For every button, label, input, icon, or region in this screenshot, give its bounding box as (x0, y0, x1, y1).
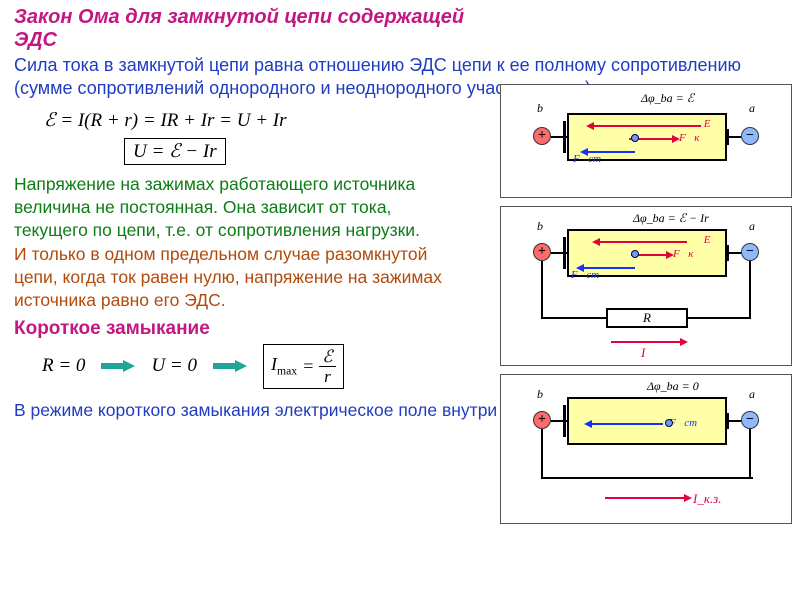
terminal-minus-icon: − (741, 411, 759, 429)
delta-phi-label: Δφ_ba = ℰ − Ir (633, 211, 709, 226)
terminal-plus-icon: + (533, 127, 551, 145)
wire (541, 261, 543, 319)
resistor-label: R (643, 310, 651, 326)
vec-e-label: E⃗ (704, 234, 719, 246)
terminal-b-label: b (537, 101, 543, 116)
arrow-teal-icon (101, 360, 135, 372)
imax-eq: = (302, 356, 314, 377)
arrow-current-icon (611, 341, 681, 343)
formula-u-wrap: U = ℰ − Ir (124, 140, 480, 163)
formula-row: ℰ = I(R + r) = IR + Ir = U + Ir (44, 109, 480, 132)
body-paragraph-1: Напряжение на зажимах работающего источн… (14, 173, 464, 241)
vec-fk-label: F⃗к (679, 132, 699, 144)
battery-plate-icon (563, 121, 566, 153)
emf-source-box: E⃗ F⃗к F⃗ст (567, 229, 727, 277)
current-label: I_к.з. (693, 491, 721, 507)
arrow-fct-icon (591, 423, 663, 425)
wire (541, 429, 543, 479)
short-circuit-heading: Короткое замыкание (14, 318, 480, 340)
vec-e-label: E⃗ (704, 118, 719, 130)
resistor-icon: R (606, 308, 688, 328)
battery-plate-icon (563, 237, 566, 269)
emf-source-box: F⃗ст (567, 397, 727, 445)
terminal-a-label: a (749, 219, 755, 234)
diagram-column: Δφ_ba = ℰ b a + − E⃗ F⃗к F⃗ст Δφ_ba = ℰ … (500, 84, 792, 524)
diagram-closed-circuit: Δφ_ba = ℰ − Ir b a + − E⃗ F⃗к F⃗ст R I (500, 206, 792, 366)
terminal-a-label: a (749, 101, 755, 116)
arrow-e-field-icon (593, 125, 701, 127)
kz-formula-imax: Imax = ℰ r (263, 344, 344, 389)
arrow-e-field-icon (599, 241, 687, 243)
page-title: Закон Ома для замкнутой цепи содержащей … (14, 6, 480, 52)
wire (541, 477, 753, 479)
delta-phi-label: Δφ_ba = ℰ (641, 91, 694, 106)
current-label: I (641, 345, 645, 361)
terminal-b-label: b (537, 219, 543, 234)
charge-dot-icon (631, 250, 639, 258)
kz-formula-r: R = 0 (42, 355, 85, 377)
formula-u: U = ℰ − Ir (124, 138, 226, 165)
terminal-a-label: a (749, 387, 755, 402)
arrow-current-icon (605, 497, 685, 499)
delta-phi-label: Δφ_ba = 0 (647, 379, 699, 394)
vec-fct-label: F⃗ст (573, 153, 601, 165)
charge-dot-icon (665, 419, 673, 427)
terminal-minus-icon: − (741, 243, 759, 261)
imax-fraction: ℰ r (319, 348, 335, 385)
emf-source-box: E⃗ F⃗к F⃗ст (567, 113, 727, 161)
vec-fct-label: F⃗ст (571, 269, 599, 281)
diagram-short-circuit: Δφ_ba = 0 b a + − F⃗ст I_к.з. (500, 374, 792, 524)
vec-fk-label: F⃗к (673, 248, 693, 260)
battery-plate-icon (563, 405, 566, 437)
imax-sub: max (277, 365, 297, 378)
body-paragraph-2: И только в одном предельном случае разом… (14, 243, 464, 311)
imax-den: r (319, 367, 335, 385)
diagram-open-circuit: Δφ_ba = ℰ b a + − E⃗ F⃗к F⃗ст (500, 84, 792, 198)
kz-formula-u: U = 0 (151, 355, 197, 377)
wire (541, 317, 606, 319)
formula-emf: ℰ = I(R + r) = IR + Ir = U + Ir (44, 109, 287, 132)
vec-fct-label: F⃗ст (669, 417, 697, 429)
arrow-teal-icon (213, 360, 247, 372)
wire (749, 429, 751, 479)
terminal-plus-icon: + (533, 411, 551, 429)
imax-num: ℰ (319, 348, 335, 367)
terminal-b-label: b (537, 387, 543, 402)
short-circuit-row: R = 0 U = 0 Imax = ℰ r (42, 344, 480, 389)
text-column: Закон Ома для замкнутой цепи содержащей … (0, 0, 490, 429)
charge-dot-icon (631, 134, 639, 142)
terminal-plus-icon: + (533, 243, 551, 261)
terminal-minus-icon: − (741, 127, 759, 145)
wire (686, 317, 751, 319)
wire (749, 261, 751, 319)
